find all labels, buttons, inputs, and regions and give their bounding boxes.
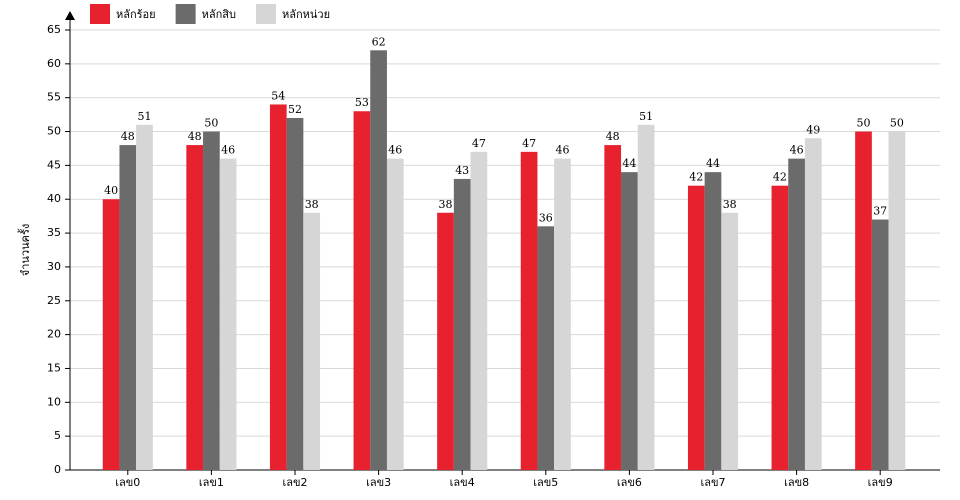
y-tick-label: 40 [47, 192, 61, 205]
value-label: 52 [288, 103, 302, 116]
value-label: 50 [204, 117, 218, 130]
y-tick-label: 10 [47, 395, 61, 408]
y-tick-label: 55 [47, 91, 61, 104]
legend-swatch [255, 4, 276, 24]
legend-label: หลักร้อย [116, 8, 156, 21]
x-tick-label: เลข0 [115, 476, 140, 489]
bar [437, 212, 454, 470]
value-label: 51 [138, 110, 152, 123]
bar [386, 158, 404, 470]
bar [353, 111, 371, 470]
value-label: 46 [790, 144, 804, 157]
bar [203, 131, 220, 471]
bar [721, 212, 739, 470]
x-tick-label: เลข2 [282, 476, 307, 489]
value-label: 47 [522, 137, 536, 150]
value-label: 43 [455, 164, 469, 177]
y-tick-label: 35 [47, 226, 61, 239]
y-tick-label: 25 [47, 294, 61, 307]
bar [621, 172, 638, 470]
value-label: 54 [271, 89, 285, 102]
bar [286, 118, 304, 470]
legend-swatch [175, 4, 196, 24]
bar [370, 50, 387, 471]
value-label: 50 [857, 117, 871, 130]
x-tick-label: เลข5 [533, 476, 558, 489]
y-axis-label: จำนวนครั้ง [17, 224, 32, 276]
value-label: 48 [121, 130, 135, 143]
y-tick-label: 5 [54, 429, 61, 442]
legend-label: หลักสิบ [202, 8, 236, 21]
x-tick-label: เลข1 [199, 476, 224, 489]
bar [604, 145, 622, 471]
y-tick-label: 0 [54, 463, 61, 476]
value-label: 44 [622, 157, 636, 170]
y-tick-label: 20 [47, 328, 61, 341]
x-tick-label: เลข9 [868, 476, 893, 489]
value-label: 37 [873, 205, 887, 218]
bar [119, 145, 137, 471]
y-tick-label: 15 [47, 361, 61, 374]
bar [219, 158, 237, 470]
value-label: 51 [639, 110, 653, 123]
value-label: 38 [439, 198, 453, 211]
bar [687, 185, 705, 470]
value-label: 42 [689, 171, 703, 184]
bar [804, 138, 822, 471]
bar [269, 104, 287, 470]
x-tick-label: เลข4 [450, 476, 475, 489]
value-label: 47 [472, 137, 486, 150]
bar [537, 226, 555, 470]
value-label: 36 [539, 211, 553, 224]
bar [855, 131, 872, 471]
axis-arrow [65, 11, 75, 20]
y-tick-label: 65 [47, 23, 61, 36]
value-label: 38 [305, 198, 319, 211]
y-tick-label: 30 [47, 260, 61, 273]
bar [888, 131, 906, 471]
bar [102, 199, 120, 470]
value-label: 49 [806, 123, 820, 136]
x-tick-label: เลข3 [366, 476, 391, 489]
bar [704, 172, 722, 470]
bar [520, 151, 538, 470]
y-tick-label: 45 [47, 158, 61, 171]
x-tick-label: เลข7 [700, 476, 725, 489]
bar [136, 124, 153, 471]
bar [303, 212, 321, 470]
bar [871, 219, 889, 470]
value-label: 38 [723, 198, 737, 211]
x-tick-label: เลข6 [617, 476, 642, 489]
bar [637, 124, 655, 471]
value-label: 48 [606, 130, 620, 143]
value-label: 42 [773, 171, 787, 184]
value-label: 62 [372, 35, 386, 48]
value-label: 40 [104, 184, 118, 197]
value-label: 48 [188, 130, 202, 143]
bar [771, 185, 789, 470]
bar [788, 158, 805, 470]
bar [554, 158, 571, 470]
x-tick-label: เลข8 [784, 476, 809, 489]
y-tick-label: 60 [47, 57, 61, 70]
legend-swatch [90, 4, 110, 24]
value-label: 46 [556, 144, 570, 157]
bar [470, 151, 488, 470]
value-label: 46 [221, 144, 235, 157]
value-label: 53 [355, 96, 369, 109]
y-tick-label: 50 [47, 125, 61, 138]
value-label: 44 [706, 157, 720, 170]
value-label: 50 [890, 117, 904, 130]
value-label: 46 [388, 144, 402, 157]
bar [453, 178, 471, 470]
legend-label: หลักหน่วย [282, 8, 330, 21]
bar [186, 145, 204, 471]
